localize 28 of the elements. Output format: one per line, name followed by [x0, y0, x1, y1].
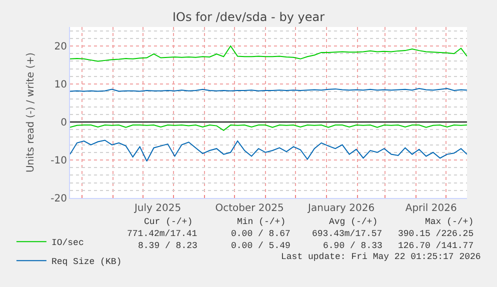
- x-tick-label: July 2025: [133, 203, 182, 214]
- y-tick-label: 0: [60, 118, 67, 128]
- text: 6.90 / 8.33: [323, 241, 382, 251]
- text: Cur (-/+): [144, 217, 193, 227]
- x-tick-label: October 2025: [215, 203, 284, 214]
- y-tick-label: 20: [54, 42, 67, 52]
- y-axis-title: Units read (-) / write (+): [26, 52, 37, 173]
- y-tick-label: 10: [54, 80, 67, 90]
- y-tick-label: -10: [50, 156, 67, 166]
- text: Max (-/+): [425, 217, 474, 227]
- text: 0.00 / 8.67: [231, 229, 290, 239]
- text: 126.70 /141.77: [398, 241, 474, 251]
- line-series: [70, 140, 467, 162]
- text: 693.43m/17.57: [312, 229, 382, 239]
- text: 771.42m/17.41: [127, 229, 198, 239]
- legend-label: Req Size (KB): [51, 257, 122, 268]
- text: Avg (-/+): [329, 217, 378, 227]
- x-tick-label: April 2026: [405, 203, 457, 214]
- legend-label: IO/sec: [51, 238, 84, 248]
- text: Min (-/+): [237, 217, 286, 227]
- text: Last update: Fri May 22 01:25:17 2026: [281, 252, 481, 262]
- x-tick-label: January 2026: [307, 203, 375, 214]
- text: 0.00 / 5.49: [231, 241, 290, 251]
- chart-title: IOs for /dev/sda - by year: [172, 10, 325, 24]
- y-tick-label: -20: [50, 194, 67, 204]
- text: 8.39 / 8.23: [138, 241, 198, 251]
- text: 390.15 /226.25: [398, 229, 474, 239]
- line-series: [70, 46, 467, 62]
